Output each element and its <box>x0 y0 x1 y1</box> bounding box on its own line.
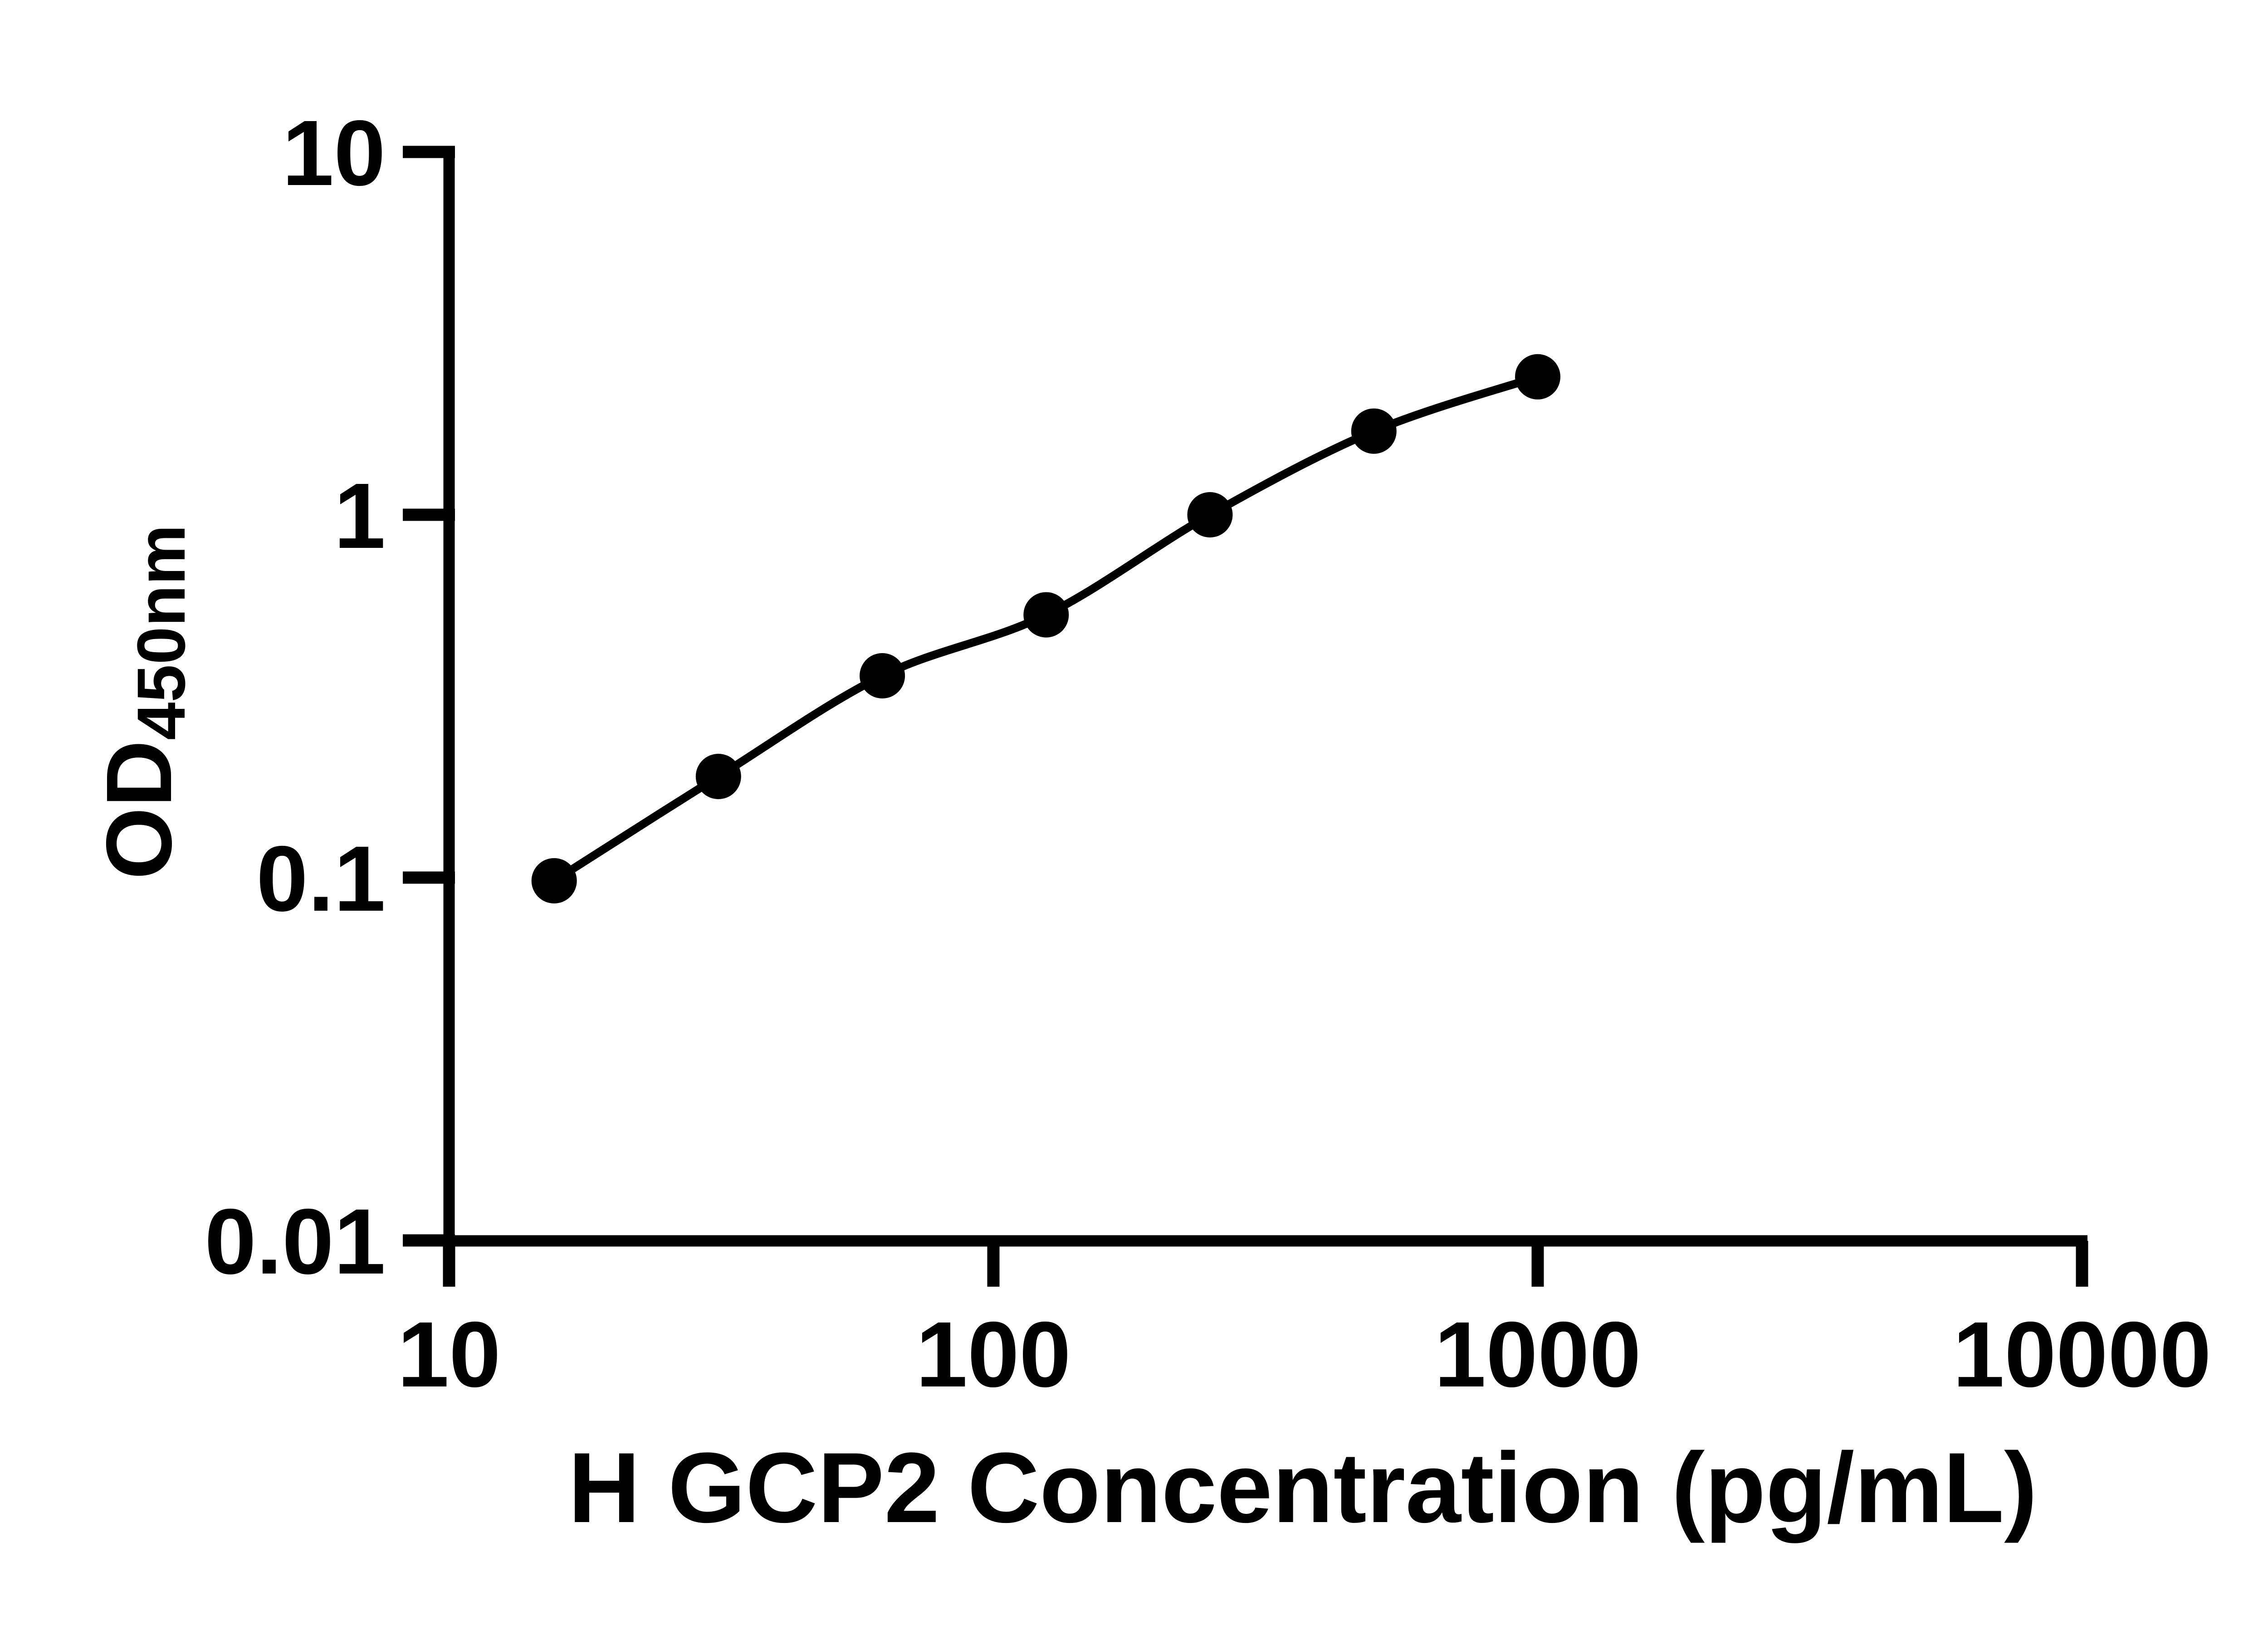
data-point <box>1187 492 1233 537</box>
series-layer <box>531 354 1560 903</box>
y-tick-label: 10 <box>282 101 386 205</box>
y-axis-title-main: OD <box>87 740 191 880</box>
y-tick-label: 1 <box>334 464 386 568</box>
data-point <box>531 858 577 903</box>
x-tick-label: 100 <box>916 1303 1071 1406</box>
x-tick-label: 10000 <box>1953 1303 2211 1406</box>
x-tick-label: 10 <box>397 1303 501 1406</box>
y-tick-label: 0.1 <box>256 827 386 931</box>
y-tick-label: 0.01 <box>205 1190 386 1293</box>
data-point <box>695 754 741 799</box>
data-point <box>1351 408 1397 454</box>
axes-layer <box>443 146 2087 1247</box>
y-axis-title-subscript: 450nm <box>123 525 199 740</box>
x-tick-label: 1000 <box>1434 1303 1641 1406</box>
data-point <box>860 653 905 698</box>
x-axis-title: H GCP2 Concentration (pg/mL) <box>568 1432 2038 1543</box>
data-point <box>1515 354 1560 400</box>
y-axis-title: OD450nm <box>87 525 199 880</box>
data-point <box>1023 592 1069 638</box>
